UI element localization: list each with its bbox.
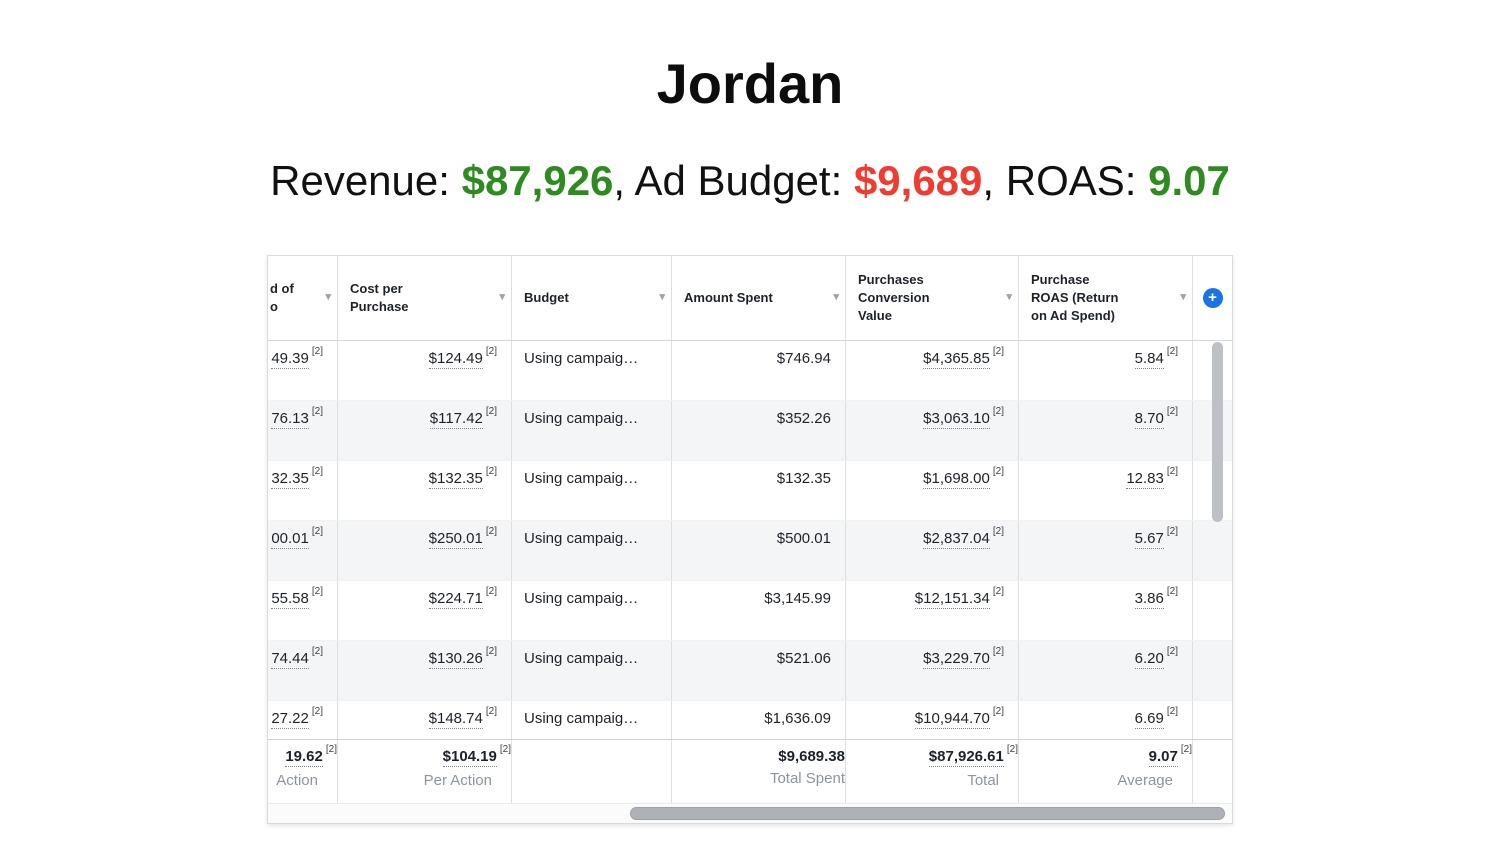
total-conversion-value: $87,926.61 [2] Total bbox=[846, 740, 1019, 803]
total-roas-label: Average bbox=[1117, 772, 1173, 789]
cell-metric: 32.35 [2] bbox=[268, 461, 338, 520]
cell-amount-spent: $352.26 bbox=[672, 401, 846, 460]
revenue-value: $87,926 bbox=[461, 157, 614, 204]
cell-cost-per-purchase: $124.49 [2] bbox=[338, 341, 512, 400]
table-row: 49.39 [2] $124.49 [2] Using campaig… $746.… bbox=[268, 341, 1232, 401]
cell-cost-per-purchase: $132.35 [2] bbox=[338, 461, 512, 520]
table-totals-row: 19.62 [2] Action $104.19 [2] Per Action $9… bbox=[268, 739, 1232, 803]
ads-table: d of o Cost per Purchase Budget Amount S… bbox=[267, 255, 1233, 824]
cell-cost-per-purchase: $250.01 [2] bbox=[338, 521, 512, 580]
cell-budget: Using campaig… bbox=[512, 461, 672, 520]
column-header-conversion-value[interactable]: Purchases Conversion Value bbox=[846, 256, 1019, 340]
horizontal-scrollbar-thumb[interactable] bbox=[630, 807, 1225, 820]
budget-label: , Ad Budget: bbox=[613, 157, 854, 204]
column-header-amount-spent[interactable]: Amount Spent bbox=[672, 256, 846, 340]
cell-conversion-value: $1,698.00 [2] bbox=[846, 461, 1019, 520]
cell-conversion-value: $2,837.04 [2] bbox=[846, 521, 1019, 580]
cell-metric: 74.44 [2] bbox=[268, 641, 338, 700]
table-row: 55.58 [2] $224.71 [2] Using campaig… $3,14… bbox=[268, 581, 1232, 641]
table-row: 74.44 [2] $130.26 [2] Using campaig… $521.… bbox=[268, 641, 1232, 701]
cell-budget: Using campaig… bbox=[512, 521, 672, 580]
table-row: 76.13 [2] $117.42 [2] Using campaig… $352.… bbox=[268, 401, 1232, 461]
total-roas: 9.07 [2] Average bbox=[1019, 740, 1193, 803]
sort-caret-icon[interactable] bbox=[659, 292, 665, 303]
summary-line: Revenue: $87,926, Ad Budget: $9,689, ROA… bbox=[0, 156, 1500, 206]
cell-roas: 8.70 [2] bbox=[1019, 401, 1193, 460]
total-metric-label: Action bbox=[276, 772, 318, 789]
table-row: 27.22 [2] $148.74 [2] Using campaig… $1,63… bbox=[268, 701, 1232, 739]
cell-conversion-value: $12,151.34 [2] bbox=[846, 581, 1019, 640]
column-header-metric[interactable]: d of o bbox=[268, 256, 338, 340]
cell-cost-per-purchase: $148.74 [2] bbox=[338, 701, 512, 739]
cell-budget: Using campaig… bbox=[512, 401, 672, 460]
cell-metric: 49.39 [2] bbox=[268, 341, 338, 400]
sort-caret-icon[interactable] bbox=[325, 292, 331, 303]
cell-cost-per-purchase: $224.71 [2] bbox=[338, 581, 512, 640]
cell-cost-per-purchase: $130.26 [2] bbox=[338, 641, 512, 700]
cell-metric: 55.58 [2] bbox=[268, 581, 338, 640]
total-cost-per-purchase: $104.19 [2] Per Action bbox=[338, 740, 512, 803]
cell-conversion-value: $10,944.70 [2] bbox=[846, 701, 1019, 739]
column-header-roas[interactable]: Purchase ROAS (Return on Ad Spend) bbox=[1019, 256, 1193, 340]
column-header-budget[interactable]: Budget bbox=[512, 256, 672, 340]
cell-amount-spent: $521.06 bbox=[672, 641, 846, 700]
cell-conversion-value: $4,365.85 [2] bbox=[846, 341, 1019, 400]
cell-metric: 27.22 [2] bbox=[268, 701, 338, 739]
cell-conversion-value: $3,063.10 [2] bbox=[846, 401, 1019, 460]
cell-spacer bbox=[1193, 521, 1232, 580]
total-metric: 19.62 [2] Action bbox=[268, 740, 338, 803]
revenue-label: Revenue: bbox=[270, 157, 462, 204]
vertical-scrollbar-thumb[interactable] bbox=[1212, 342, 1223, 522]
horizontal-scrollbar-track[interactable] bbox=[268, 803, 1232, 823]
cell-roas: 5.84 [2] bbox=[1019, 341, 1193, 400]
page-title: Jordan bbox=[656, 52, 844, 115]
cell-budget: Using campaig… bbox=[512, 701, 672, 739]
cell-budget: Using campaig… bbox=[512, 341, 672, 400]
cell-spacer bbox=[1193, 740, 1232, 803]
cell-roas: 3.86 [2] bbox=[1019, 581, 1193, 640]
cell-roas: 12.83 [2] bbox=[1019, 461, 1193, 520]
total-amount-label: Total Spent bbox=[769, 770, 845, 787]
cell-roas: 6.20 [2] bbox=[1019, 641, 1193, 700]
cell-metric: 76.13 [2] bbox=[268, 401, 338, 460]
cell-amount-spent: $746.94 bbox=[672, 341, 846, 400]
sort-caret-icon[interactable] bbox=[499, 292, 505, 303]
sort-caret-icon[interactable] bbox=[1006, 292, 1012, 303]
cell-roas: 5.67 [2] bbox=[1019, 521, 1193, 580]
sort-caret-icon[interactable] bbox=[833, 292, 839, 303]
table-row: 00.01 [2] $250.01 [2] Using campaig… $500.… bbox=[268, 521, 1232, 581]
cell-budget: Using campaig… bbox=[512, 581, 672, 640]
roas-label: , ROAS: bbox=[982, 157, 1149, 204]
cell-spacer bbox=[1193, 701, 1232, 739]
total-amount-spent: $9,689.38 Total Spent bbox=[672, 740, 846, 803]
column-header-add bbox=[1193, 256, 1232, 340]
table-header-row: d of o Cost per Purchase Budget Amount S… bbox=[268, 256, 1232, 341]
cell-roas: 6.69 [2] bbox=[1019, 701, 1193, 739]
cell-amount-spent: $3,145.99 bbox=[672, 581, 846, 640]
total-cpp-label: Per Action bbox=[423, 772, 492, 789]
cell-amount-spent: $500.01 bbox=[672, 521, 846, 580]
cell-amount-spent: $132.35 bbox=[672, 461, 846, 520]
cell-amount-spent: $1,636.09 bbox=[672, 701, 846, 739]
cell-metric: 00.01 [2] bbox=[268, 521, 338, 580]
roas-value: 9.07 bbox=[1148, 157, 1230, 204]
table-row: 32.35 [2] $132.35 [2] Using campaig… $132.… bbox=[268, 461, 1232, 521]
cell-budget: Using campaig… bbox=[512, 641, 672, 700]
column-header-cost-per-purchase[interactable]: Cost per Purchase bbox=[338, 256, 512, 340]
total-conv-label: Total bbox=[967, 772, 999, 789]
cell-conversion-value: $3,229.70 [2] bbox=[846, 641, 1019, 700]
cell-spacer bbox=[1193, 581, 1232, 640]
cell-spacer bbox=[1193, 641, 1232, 700]
total-budget-empty bbox=[512, 740, 672, 803]
add-column-button plus-icon[interactable] bbox=[1202, 288, 1223, 308]
sort-caret-icon[interactable] bbox=[1180, 292, 1186, 303]
cell-cost-per-purchase: $117.42 [2] bbox=[338, 401, 512, 460]
budget-value: $9,689 bbox=[853, 157, 983, 204]
